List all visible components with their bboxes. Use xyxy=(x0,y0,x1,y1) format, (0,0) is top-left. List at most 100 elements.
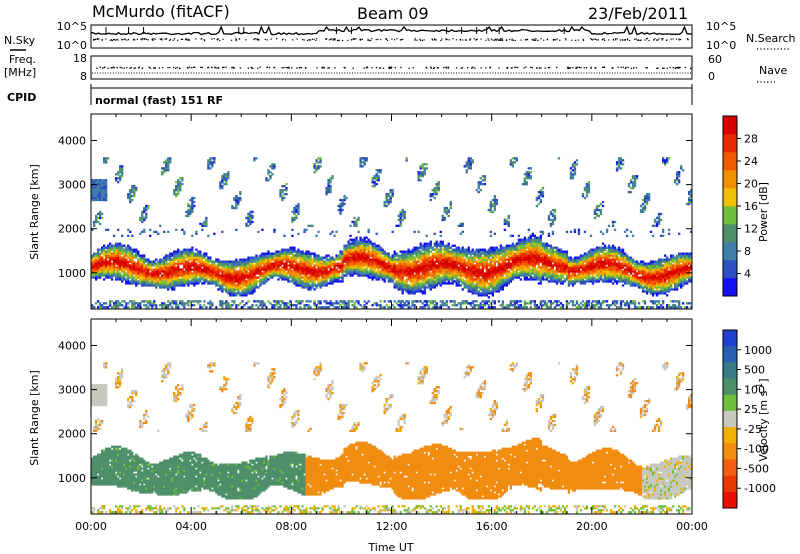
power-cell xyxy=(289,272,292,275)
noise-dot xyxy=(367,39,369,42)
frequency-dot xyxy=(568,67,571,69)
power-cell xyxy=(463,282,466,285)
power-cell xyxy=(357,230,360,233)
power-cell xyxy=(125,304,128,307)
power-cell xyxy=(239,282,242,285)
power-cell xyxy=(449,258,452,261)
power-cell xyxy=(371,256,374,259)
power-cell xyxy=(367,272,370,275)
power-cell xyxy=(167,262,170,265)
power-cell xyxy=(419,242,422,245)
power-cell xyxy=(375,232,378,235)
power-cell xyxy=(149,278,152,281)
power-cell xyxy=(127,246,130,249)
power-cell xyxy=(277,268,280,271)
power-cell xyxy=(235,276,238,279)
power-cell xyxy=(121,268,124,271)
power-cell xyxy=(297,208,300,212)
power-cell xyxy=(465,280,468,283)
power-cell xyxy=(403,252,406,255)
power-cell xyxy=(417,264,420,267)
power-cell xyxy=(179,284,182,287)
power-cell xyxy=(377,171,380,174)
power-cell xyxy=(193,254,196,257)
power-cell xyxy=(163,272,166,275)
power-cell xyxy=(251,304,254,307)
power-cell xyxy=(313,280,316,283)
power-cell xyxy=(119,304,122,307)
power-cell xyxy=(269,272,272,275)
power-cell xyxy=(379,258,382,261)
power-cell xyxy=(225,173,228,176)
power-cell xyxy=(357,242,360,245)
power-cell xyxy=(205,268,208,271)
power-cell xyxy=(219,181,222,184)
power-cell xyxy=(241,276,244,279)
power-cell xyxy=(465,161,468,164)
power-cell xyxy=(467,250,470,253)
power-cell xyxy=(119,260,122,263)
power-cell xyxy=(277,252,280,255)
power-cell xyxy=(439,240,442,243)
power-cell xyxy=(249,212,252,216)
power-cell xyxy=(99,266,102,269)
power-cell xyxy=(479,274,482,277)
power-cell xyxy=(223,302,226,305)
power-cell xyxy=(193,196,196,200)
power-cell xyxy=(239,198,242,202)
power-cell xyxy=(237,304,240,307)
power-cell xyxy=(339,212,342,216)
power-cell xyxy=(361,268,364,271)
power-cell xyxy=(249,222,252,226)
power-cell xyxy=(445,210,448,214)
noise-dot xyxy=(311,38,314,40)
power-cell xyxy=(401,286,404,289)
power-cell xyxy=(399,218,402,222)
power-cell xyxy=(431,266,434,269)
power-cell xyxy=(361,306,364,309)
power-cell xyxy=(449,264,452,267)
power-cell xyxy=(471,306,474,309)
power-cell xyxy=(173,191,176,194)
power-cell xyxy=(381,262,384,265)
power-cell xyxy=(469,270,472,273)
power-cell xyxy=(367,230,370,233)
power-cell xyxy=(323,284,326,287)
power-cell xyxy=(185,256,188,259)
power-cell xyxy=(415,254,418,257)
power-cell xyxy=(257,276,260,279)
power-cell xyxy=(347,240,350,243)
power-cell xyxy=(375,304,378,307)
power-cell xyxy=(255,260,258,263)
power-cell xyxy=(291,228,294,231)
power-cell xyxy=(465,268,468,271)
frequency-dot xyxy=(523,67,525,69)
power-cell xyxy=(445,252,448,255)
power-cell xyxy=(429,242,432,245)
power-cell xyxy=(399,286,402,289)
power-cell xyxy=(239,266,242,269)
power-cell xyxy=(149,280,152,283)
power-cell xyxy=(215,278,218,281)
power-cell xyxy=(477,282,480,285)
power-cell xyxy=(419,284,422,287)
power-cell xyxy=(325,274,328,277)
noise-dot xyxy=(185,38,187,41)
power-cell xyxy=(161,276,164,279)
power-cell xyxy=(465,262,468,265)
power-cell xyxy=(133,276,136,279)
power-cell xyxy=(269,262,272,265)
power-cell xyxy=(303,256,306,259)
frequency-dot xyxy=(149,67,152,69)
power-cell xyxy=(463,262,466,265)
power-cell xyxy=(481,278,484,281)
power-cell xyxy=(321,262,324,265)
power-cell xyxy=(271,274,274,277)
power-cell xyxy=(417,179,420,182)
power-cell xyxy=(411,292,414,295)
power-cell xyxy=(137,280,140,283)
power-cell xyxy=(455,268,458,271)
power-cell xyxy=(395,260,398,263)
power-cell xyxy=(361,244,364,247)
power-cell xyxy=(423,254,426,257)
